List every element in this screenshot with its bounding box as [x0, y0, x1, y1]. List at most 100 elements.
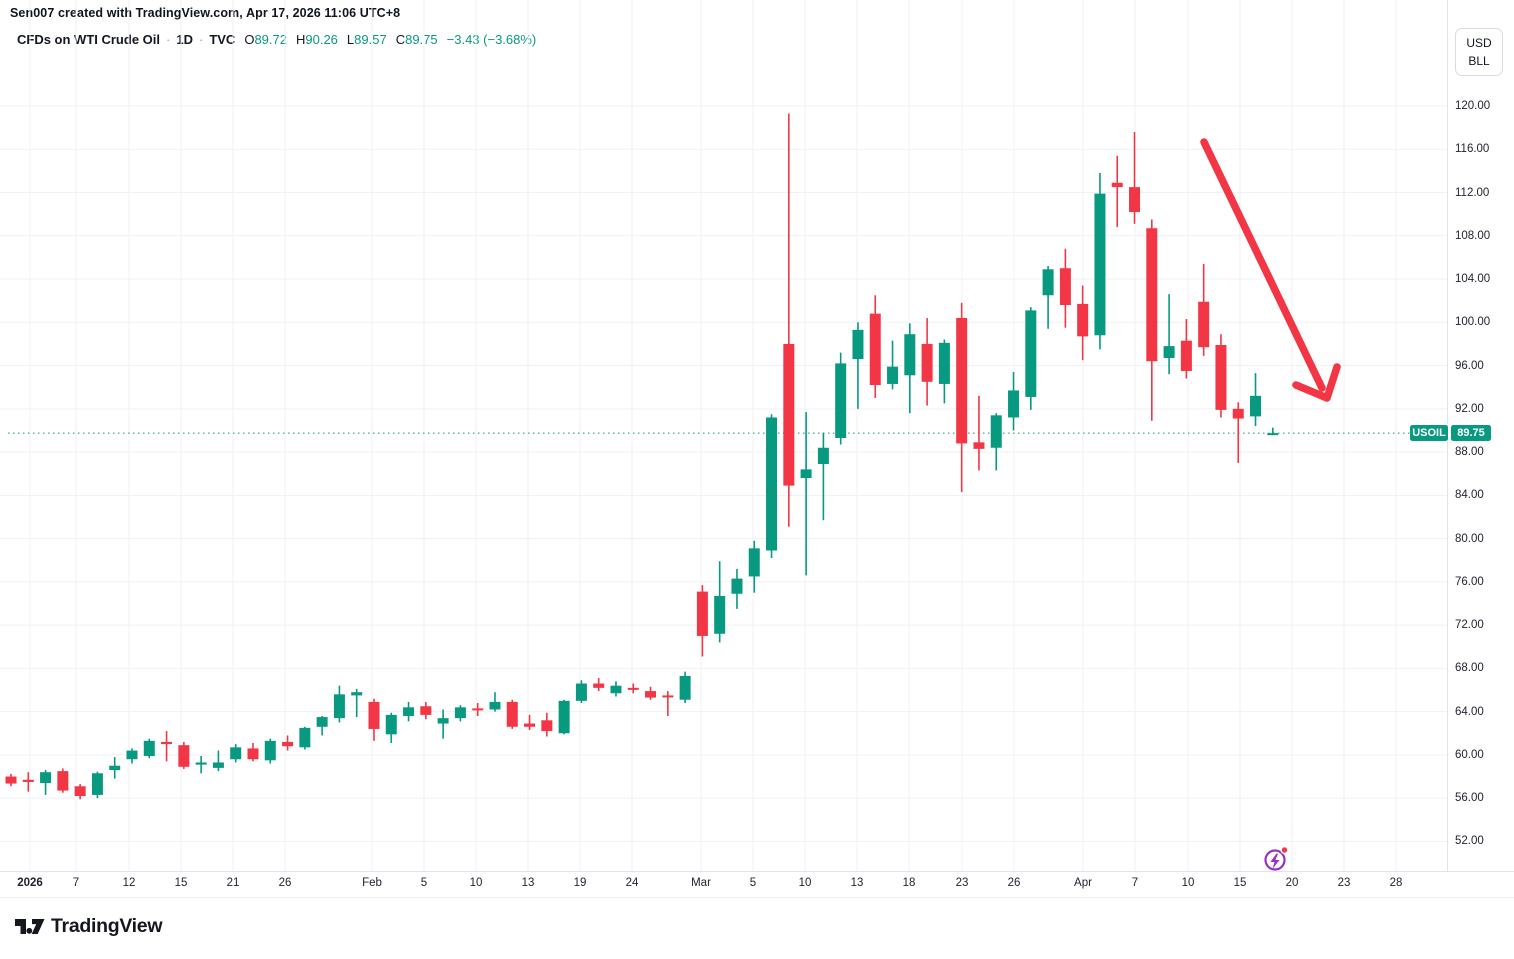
- price-tick-label: 104.00: [1455, 273, 1491, 286]
- candle-body[interactable]: [783, 343, 795, 486]
- candle-body[interactable]: [593, 683, 605, 688]
- ohlc-open: O89.72: [244, 32, 287, 47]
- candle-body[interactable]: [1077, 303, 1089, 337]
- candle-body[interactable]: [1025, 310, 1037, 397]
- candle-body[interactable]: [195, 762, 207, 765]
- candle-body[interactable]: [645, 691, 657, 698]
- last-price-badge: 89.75: [1451, 425, 1491, 442]
- candle-body[interactable]: [1180, 340, 1192, 371]
- candle-body[interactable]: [679, 675, 691, 700]
- candle-body[interactable]: [282, 741, 294, 747]
- candle-body[interactable]: [368, 701, 380, 729]
- candle-body[interactable]: [541, 720, 553, 732]
- candle-body[interactable]: [662, 695, 674, 698]
- candle-body[interactable]: [956, 317, 968, 444]
- time-tick-label: 18: [902, 877, 916, 889]
- candle-body[interactable]: [316, 717, 328, 727]
- candle-body[interactable]: [1111, 182, 1123, 188]
- candle-body[interactable]: [1008, 390, 1020, 418]
- candle-body[interactable]: [5, 776, 17, 784]
- candle-body[interactable]: [1094, 193, 1106, 336]
- candle-body[interactable]: [403, 707, 415, 716]
- candle-body[interactable]: [575, 683, 587, 701]
- tradingview-logo[interactable]: TradingView: [15, 915, 163, 938]
- time-tick-label: 15: [1233, 877, 1247, 889]
- candle-body[interactable]: [109, 765, 121, 771]
- candle-body[interactable]: [91, 773, 103, 795]
- candle-body[interactable]: [800, 469, 812, 479]
- candle-body[interactable]: [524, 723, 536, 727]
- candle-body[interactable]: [22, 779, 34, 782]
- candle-body[interactable]: [990, 415, 1002, 448]
- candle-body[interactable]: [437, 718, 449, 724]
- candle-body[interactable]: [904, 334, 916, 376]
- candle-body[interactable]: [351, 692, 363, 696]
- candle-body[interactable]: [506, 701, 518, 727]
- candle-body[interactable]: [1163, 346, 1175, 358]
- candle-body[interactable]: [973, 442, 985, 449]
- candle-body[interactable]: [1059, 268, 1071, 305]
- candle-body[interactable]: [385, 714, 397, 735]
- time-tick-label: 15: [174, 877, 188, 889]
- candle-body[interactable]: [1198, 301, 1210, 348]
- candle-body[interactable]: [212, 762, 224, 768]
- candle-body[interactable]: [1267, 433, 1279, 436]
- candle-body[interactable]: [610, 685, 622, 694]
- candle-body[interactable]: [74, 786, 86, 796]
- candle-body[interactable]: [264, 740, 276, 761]
- unit-measure[interactable]: BLL: [1468, 54, 1490, 68]
- candle-body[interactable]: [731, 578, 743, 594]
- trend-arrow-drawing[interactable]: [1200, 138, 1341, 402]
- symbol-name: CFDs on WTI Crude Oil: [17, 32, 160, 47]
- candle-body[interactable]: [143, 740, 155, 756]
- candle-body[interactable]: [161, 741, 173, 745]
- close-key: C: [395, 32, 406, 47]
- candle-body[interactable]: [869, 313, 881, 386]
- candle-body[interactable]: [714, 595, 726, 634]
- event-marker-icon[interactable]: [1264, 845, 1289, 871]
- candle-body[interactable]: [454, 707, 466, 719]
- legend-separator: ·: [166, 32, 171, 47]
- candle-body[interactable]: [1042, 269, 1054, 296]
- axis-unit-toggle[interactable]: USD BLL: [1455, 28, 1503, 76]
- time-tick-label: 26: [278, 877, 292, 889]
- candle-body[interactable]: [696, 591, 708, 636]
- high-value: 90.26: [305, 32, 338, 47]
- candle-body[interactable]: [230, 747, 242, 760]
- candle-body[interactable]: [1215, 345, 1227, 410]
- candle-body[interactable]: [938, 342, 950, 384]
- candle-body[interactable]: [1250, 395, 1262, 417]
- candle-body[interactable]: [627, 687, 639, 690]
- candle-body[interactable]: [766, 417, 778, 551]
- candle-body[interactable]: [1146, 228, 1158, 362]
- candle-body[interactable]: [299, 727, 311, 748]
- price-tick-label: 108.00: [1455, 229, 1491, 242]
- candle-body[interactable]: [247, 748, 259, 760]
- ohlc-low: L89.57: [347, 32, 387, 47]
- candle-body[interactable]: [835, 363, 847, 439]
- candle-body[interactable]: [1129, 187, 1141, 212]
- candle-body[interactable]: [40, 772, 52, 784]
- candle-body[interactable]: [1232, 408, 1244, 419]
- time-tick-label: 23: [1337, 877, 1351, 889]
- candle-body[interactable]: [126, 750, 138, 760]
- time-tick-label: 5: [420, 877, 428, 889]
- candle-body[interactable]: [921, 343, 933, 382]
- candles-layer[interactable]: [5, 113, 1279, 800]
- candle-body[interactable]: [887, 366, 899, 384]
- candle-body[interactable]: [178, 745, 190, 767]
- candle-body[interactable]: [748, 548, 760, 577]
- candle-body[interactable]: [852, 329, 864, 360]
- candle-body[interactable]: [489, 701, 501, 710]
- candle-body[interactable]: [472, 708, 484, 711]
- candle-body[interactable]: [558, 700, 570, 734]
- symbol-legend[interactable]: CFDs on WTI Crude Oil · 1D · TVC O89.72 …: [17, 32, 536, 47]
- candle-body[interactable]: [420, 706, 432, 715]
- candle-body[interactable]: [57, 771, 69, 791]
- price-tick-label: 88.00: [1455, 446, 1484, 459]
- candle-body[interactable]: [817, 447, 829, 464]
- unit-currency[interactable]: USD: [1466, 36, 1492, 50]
- candle-body[interactable]: [333, 694, 345, 719]
